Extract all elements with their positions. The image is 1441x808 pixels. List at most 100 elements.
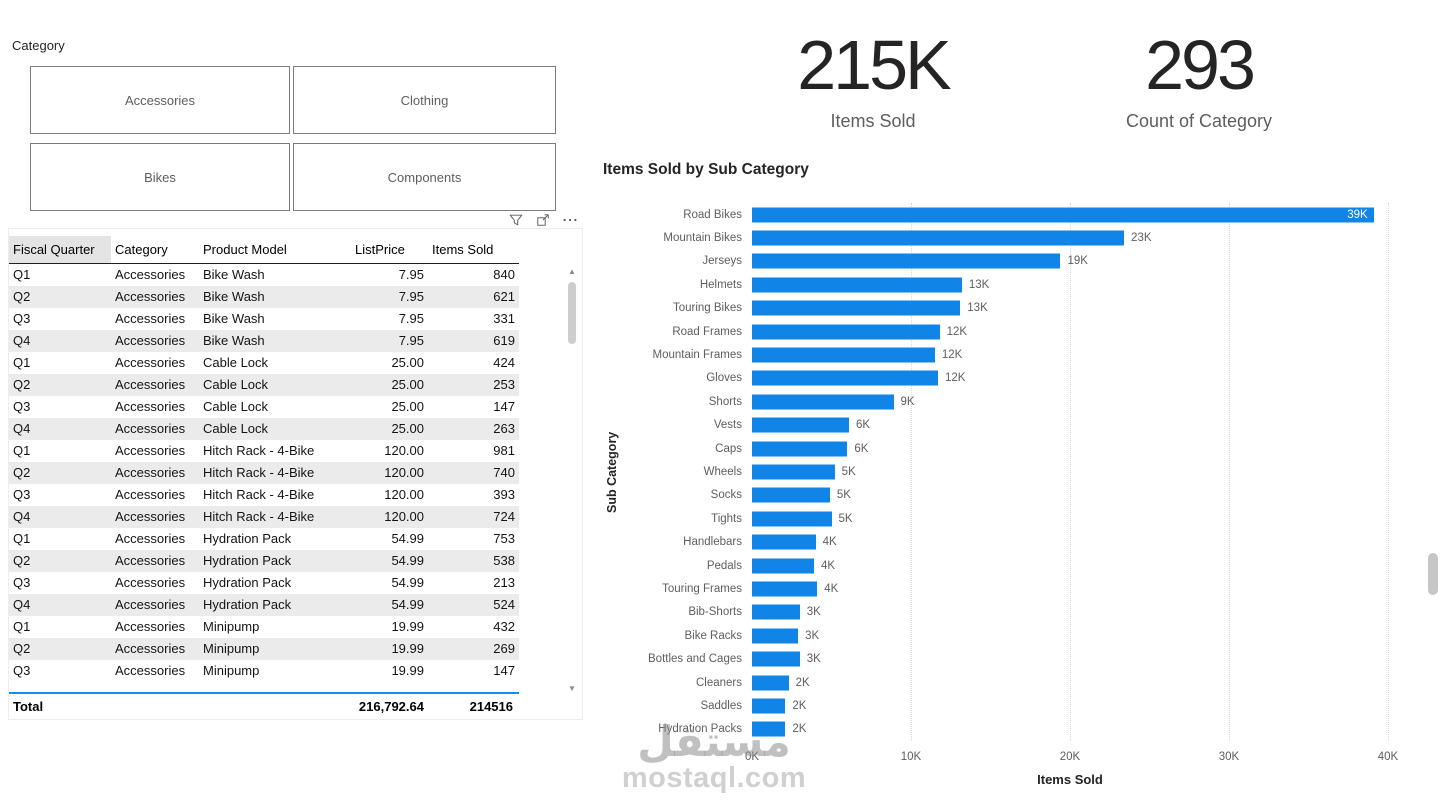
category-label-mountain-bikes[interactable]: Mountain Bikes: [663, 232, 742, 245]
table-row[interactable]: Q3 Accessories Cable Lock 25.00 147: [9, 396, 519, 418]
bar-bike-racks[interactable]: [752, 628, 799, 644]
table-row[interactable]: Q2 Accessories Cable Lock 25.00 253: [9, 373, 519, 396]
column-header-listprice[interactable]: ListPrice: [351, 236, 428, 264]
category-label-tights[interactable]: Tights: [711, 512, 742, 525]
column-header-category[interactable]: Category: [111, 236, 199, 264]
slicer-button-clothing[interactable]: Clothing: [293, 66, 556, 134]
scroll-up-arrow-icon[interactable]: ▲: [568, 267, 576, 276]
bar-shorts[interactable]: [752, 394, 894, 410]
bar-handlebars[interactable]: [752, 534, 816, 550]
table-row[interactable]: Q3 Accessories Hitch Rack - 4-Bike 120.00 39…: [9, 484, 519, 506]
category-label-wheels[interactable]: Wheels: [703, 465, 742, 478]
table-row[interactable]: Q3 Accessories Hydration Pack 54.99 213: [9, 572, 519, 594]
table-row[interactable]: Q3 Accessories Bike Wash 7.95 331: [9, 308, 519, 330]
category-label-bib-shorts[interactable]: Bib-Shorts: [688, 606, 742, 619]
bar-wheels[interactable]: [752, 464, 835, 480]
table-cell: 54.99: [351, 549, 428, 572]
table-scrollbar-thumb[interactable]: [568, 282, 576, 344]
table-row[interactable]: Q1 Accessories Cable Lock 25.00 424: [9, 352, 519, 374]
table-row[interactable]: Q3 Accessories Minipump 19.99 147: [9, 660, 519, 682]
bar-socks[interactable]: [752, 487, 830, 503]
scroll-down-arrow-icon[interactable]: ▼: [568, 684, 576, 693]
bar-mountain-bikes[interactable]: [752, 230, 1125, 246]
category-label-cleaners[interactable]: Cleaners: [695, 676, 742, 689]
category-label-touring-frames[interactable]: Touring Frames: [662, 582, 742, 595]
category-label-jerseys[interactable]: Jerseys: [702, 255, 742, 268]
table-row[interactable]: Q4 Accessories Hitch Rack - 4-Bike 120.00 72…: [9, 505, 519, 528]
bar-value-label: 9K: [900, 395, 915, 408]
bar-saddles[interactable]: [752, 698, 786, 714]
category-label-mountain-frames[interactable]: Mountain Frames: [652, 349, 742, 362]
category-label-bottles-and-cages[interactable]: Bottles and Cages: [648, 653, 742, 666]
table-row[interactable]: Q2 Accessories Hydration Pack 54.99 538: [9, 549, 519, 572]
bar-pedals[interactable]: [752, 558, 814, 574]
category-label-road-frames[interactable]: Road Frames: [672, 325, 742, 338]
bar-touring-frames[interactable]: [752, 581, 818, 597]
table-cell: 524: [428, 593, 519, 616]
column-header-fiscal-quarter[interactable]: Fiscal Quarter: [9, 236, 111, 264]
bar-value-label: 3K: [806, 653, 821, 666]
bar-bib-shorts[interactable]: [752, 604, 800, 620]
x-tick-label: 30K: [1218, 751, 1240, 763]
bar-vests[interactable]: [752, 417, 849, 433]
column-header-items-sold[interactable]: Items Sold: [428, 236, 519, 264]
table-row[interactable]: Q4 Accessories Hydration Pack 54.99 524: [9, 593, 519, 616]
page-scrollbar-thumb[interactable]: [1428, 553, 1438, 595]
table-row[interactable]: Q1 Accessories Hydration Pack 54.99 753: [9, 528, 519, 550]
total-listprice-value: 216,792.64: [358, 699, 424, 714]
bar-tights[interactable]: [752, 511, 832, 527]
bar-jerseys[interactable]: [752, 253, 1061, 269]
table-cell: Accessories: [115, 267, 186, 283]
table-row[interactable]: Q2 Accessories Hitch Rack - 4-Bike 120.00 74…: [9, 461, 519, 484]
table-row[interactable]: Q4 Accessories Bike Wash 7.95 619: [9, 329, 519, 352]
category-label-shorts[interactable]: Shorts: [708, 395, 742, 408]
focus-mode-icon[interactable]: [535, 212, 551, 227]
bar-touring-bikes[interactable]: [752, 300, 961, 316]
category-label-hydration-packs[interactable]: Hydration Packs: [658, 723, 742, 736]
bar-row: 12K: [752, 343, 1388, 366]
category-label-helmets[interactable]: Helmets: [699, 278, 742, 291]
category-label-vests[interactable]: Vests: [713, 419, 742, 432]
bar-helmets[interactable]: [752, 277, 962, 293]
bar-bottles-and-cages[interactable]: [752, 651, 800, 667]
bar-hydration-packs[interactable]: [752, 721, 786, 737]
bar-road-frames[interactable]: [752, 324, 940, 340]
table-cell: 331: [493, 311, 515, 326]
table-row[interactable]: Q2 Accessories Minipump 19.99 269: [9, 637, 519, 660]
bar-cleaners[interactable]: [752, 675, 789, 690]
slicer-button-bikes[interactable]: Bikes: [30, 143, 290, 211]
filter-icon[interactable]: [508, 212, 524, 227]
bar-gloves[interactable]: [752, 370, 939, 386]
category-label-saddles[interactable]: Saddles: [700, 699, 742, 712]
slicer-button-components[interactable]: Components: [293, 143, 556, 211]
table-cell: Accessories: [115, 575, 186, 590]
table-row[interactable]: Q4 Accessories Cable Lock 25.00 263: [9, 417, 519, 440]
gridlines: [752, 203, 1389, 741]
slicer-button-accessories[interactable]: Accessories: [30, 66, 290, 134]
bar-series: 39K 23K 19K 13K 13K 12K 12K 12K 9K 6K 6K 5K 5K 5K 4K 4K…: [752, 203, 1388, 741]
table-cell: 7.95: [398, 267, 424, 283]
category-label-road-bikes[interactable]: Road Bikes: [683, 208, 742, 221]
bar-road-bikes[interactable]: [752, 207, 1374, 223]
bar-mountain-frames[interactable]: [752, 347, 935, 363]
category-label-pedals[interactable]: Pedals: [706, 559, 742, 572]
category-slicer: Category Accessories Clothing Bikes Compone…: [12, 38, 556, 211]
table-cell: Accessories: [115, 663, 186, 678]
category-label-caps[interactable]: Caps: [715, 442, 742, 455]
column-header-product-model[interactable]: Product Model: [199, 236, 351, 264]
table-row[interactable]: Q1 Accessories Hitch Rack - 4-Bike 120.00 98…: [9, 440, 519, 462]
table-row[interactable]: Q1 Accessories Bike Wash 7.95 840: [9, 264, 519, 286]
bar-row: 5K: [752, 507, 1388, 530]
table-cell: 19.99: [391, 663, 424, 678]
more-options-icon[interactable]: [562, 212, 578, 227]
bar-caps[interactable]: [752, 441, 848, 457]
table-header-row: Fiscal Quarter Category Product Model ListP…: [9, 236, 519, 264]
table-cell: Q3: [13, 575, 31, 590]
table-row[interactable]: Q1 Accessories Minipump 19.99 432: [9, 616, 519, 638]
category-label-bike-racks[interactable]: Bike Racks: [684, 629, 742, 642]
category-label-socks[interactable]: Socks: [710, 489, 742, 502]
category-label-gloves[interactable]: Gloves: [706, 372, 742, 385]
category-label-touring-bikes[interactable]: Touring Bikes: [672, 302, 742, 315]
table-row[interactable]: Q2 Accessories Bike Wash 7.95 621: [9, 285, 519, 308]
category-label-handlebars[interactable]: Handlebars: [683, 536, 742, 549]
